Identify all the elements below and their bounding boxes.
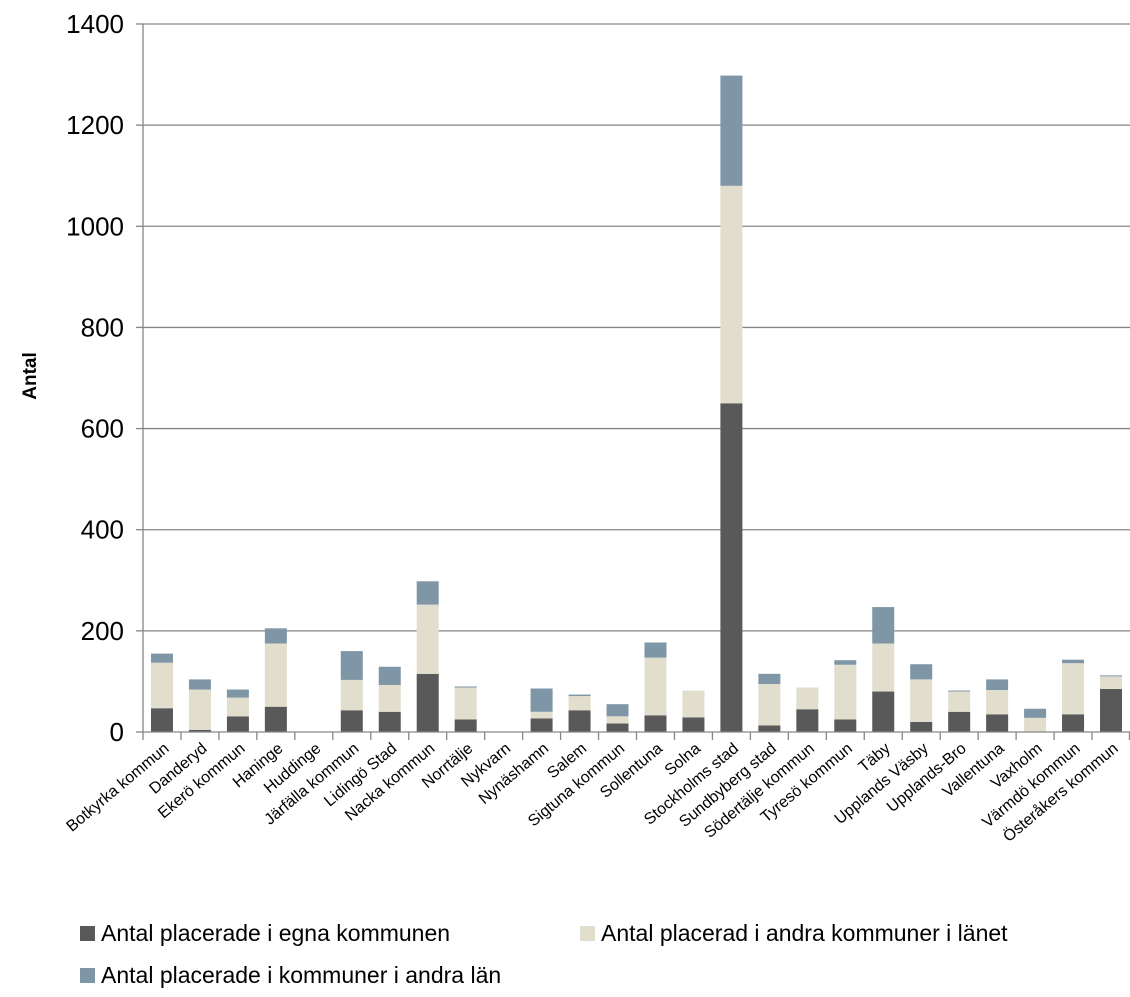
bar-segment xyxy=(872,607,895,644)
bar-segment xyxy=(606,723,629,732)
y-tick-label: 1000 xyxy=(66,211,124,241)
y-axis-title: Antal xyxy=(20,352,41,400)
bar-segment xyxy=(264,628,287,644)
bar-segment xyxy=(606,704,629,717)
bar-segment xyxy=(834,719,857,732)
bar-segment xyxy=(986,714,1009,732)
y-tick-label: 1200 xyxy=(66,110,124,140)
legend-swatch-own-municipality xyxy=(80,926,95,941)
bar-segment xyxy=(150,653,173,663)
bar-segment xyxy=(834,664,857,720)
bar-segment xyxy=(264,643,287,707)
bar-segment xyxy=(226,689,249,698)
bar-segment xyxy=(758,725,781,732)
bar-segment xyxy=(606,716,629,724)
bar-segment xyxy=(416,604,439,674)
bar-segment xyxy=(1100,676,1123,690)
bar-segment xyxy=(530,688,553,712)
axes xyxy=(136,23,1130,740)
bar-segment xyxy=(948,711,971,732)
bar-segment xyxy=(644,642,667,658)
bar-segment xyxy=(264,706,287,732)
bar-segment xyxy=(834,660,857,665)
bar-segment xyxy=(948,691,971,712)
bar-segment xyxy=(872,643,895,692)
bar-segment xyxy=(1024,717,1047,732)
bar-segment xyxy=(682,717,705,732)
bars xyxy=(150,75,1123,732)
bar-segment xyxy=(720,185,743,404)
y-tick-label: 600 xyxy=(81,414,124,444)
y-tick-label: 1400 xyxy=(66,9,124,39)
bar-segment xyxy=(378,666,401,685)
gridlines xyxy=(143,23,1130,632)
legend-item-other-municipalities: Antal placerad i andra kommuner i länet xyxy=(580,920,1008,947)
bar-segment xyxy=(530,711,553,719)
bar-segment xyxy=(1100,689,1123,732)
y-tick-label: 800 xyxy=(81,312,124,342)
legend-item-other-counties: Antal placerade i kommuner i andra län xyxy=(80,962,501,989)
bar-segment xyxy=(340,679,363,711)
bar-segment xyxy=(378,684,401,712)
bar-segment xyxy=(226,716,249,732)
bar-segment xyxy=(1062,659,1085,664)
bar-segment xyxy=(986,679,1009,691)
bar-segment xyxy=(796,687,819,710)
legend-label-other-counties: Antal placerade i kommuner i andra län xyxy=(101,962,502,988)
bar-segment xyxy=(1062,663,1085,715)
bar-segment xyxy=(872,691,895,732)
bar-segment xyxy=(720,403,743,732)
bar-segment xyxy=(948,690,971,692)
bar-segment xyxy=(644,715,667,732)
bar-segment xyxy=(454,719,477,732)
bar-segment xyxy=(150,662,173,709)
bar-segment xyxy=(416,673,439,732)
y-tick-label: 0 xyxy=(110,717,124,747)
bar-segment xyxy=(644,657,667,716)
y-tick-label: 400 xyxy=(81,515,124,545)
bar-segment xyxy=(758,673,781,684)
bar-segment xyxy=(910,679,933,722)
legend-swatch-other-municipalities xyxy=(580,926,595,941)
bar-segment xyxy=(530,718,553,732)
legend-swatch-other-counties xyxy=(80,968,95,983)
legend-item-own-municipality: Antal placerade i egna kommunen xyxy=(80,920,450,947)
bar-segment xyxy=(568,694,591,697)
bar-segment xyxy=(188,729,211,732)
bar-segment xyxy=(568,696,591,711)
bar-segment xyxy=(986,690,1009,715)
bar-segment xyxy=(1100,675,1123,677)
bar-segment xyxy=(758,683,781,726)
y-tick-label: 200 xyxy=(81,616,124,646)
bar-segment xyxy=(910,664,933,680)
bar-segment xyxy=(340,710,363,732)
legend-label-other-municipalities: Antal placerad i andra kommuner i länet xyxy=(601,920,1008,946)
bar-segment xyxy=(568,710,591,732)
bar-segment xyxy=(910,721,933,732)
bar-segment xyxy=(720,75,743,186)
bar-segment xyxy=(416,581,439,605)
bar-segment xyxy=(340,651,363,680)
bar-segment xyxy=(1024,708,1047,718)
bar-segment xyxy=(188,689,211,730)
bar-segment xyxy=(188,679,211,690)
bar-segment xyxy=(796,709,819,732)
bar-segment xyxy=(682,690,705,718)
bar-segment xyxy=(1062,714,1085,732)
bar-segment xyxy=(378,711,401,732)
bar-segment xyxy=(454,686,477,688)
bar-segment xyxy=(226,697,249,717)
bar-segment xyxy=(454,687,477,720)
legend-label-own-municipality: Antal placerade i egna kommunen xyxy=(101,920,451,946)
bar-segment xyxy=(150,708,173,732)
